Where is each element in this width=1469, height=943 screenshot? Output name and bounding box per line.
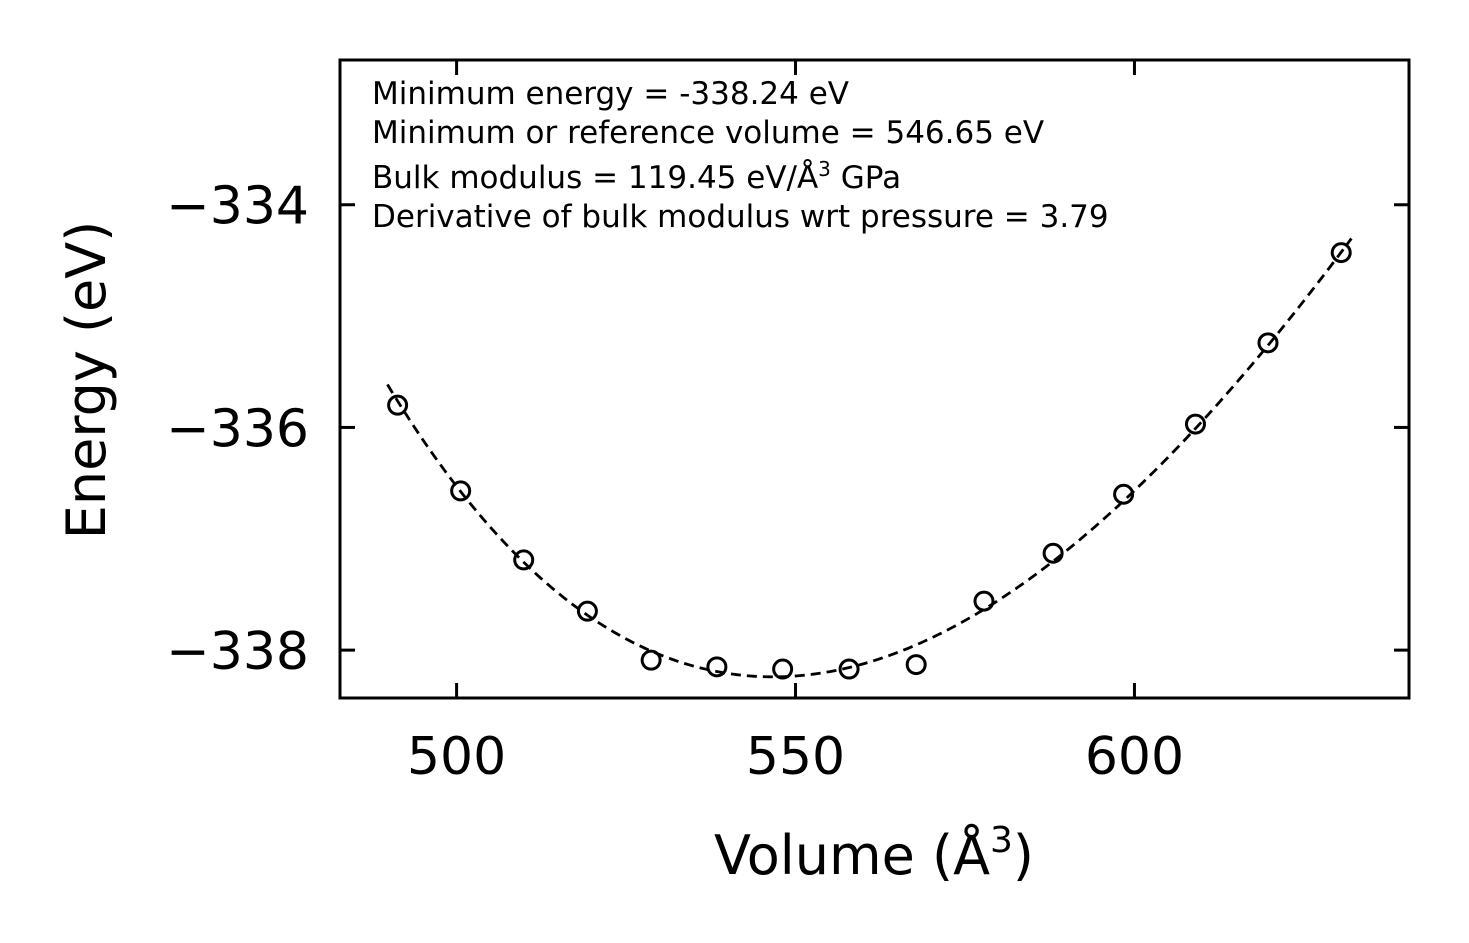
ticks-layer: 500 550 600 −334 −336 −338 (166, 60, 1409, 787)
x-tick-label-1: 550 (746, 727, 845, 787)
annotation-min-energy: Minimum energy = -338.24 eV (372, 76, 849, 112)
y-tick-label-0: −334 (166, 177, 309, 237)
data-point-5 (706, 656, 728, 678)
data-point-0 (387, 394, 409, 416)
data-point-3 (576, 600, 598, 622)
fit-curve-layer (386, 237, 1353, 679)
data-point-13 (1257, 332, 1279, 354)
data-point-9 (973, 590, 995, 612)
y-axis-label: Energy (eV) (55, 221, 118, 540)
x-axis-label: Volume (Å3) (714, 820, 1034, 887)
data-point-8 (905, 654, 927, 676)
data-points-layer (387, 242, 1352, 680)
data-point-14 (1330, 242, 1352, 264)
x-tick-label-2: 600 (1085, 727, 1184, 787)
y-tick-label-1: −336 (166, 399, 309, 459)
data-point-7 (838, 658, 860, 680)
annotation-bulk-modulus-derivative: Derivative of bulk modulus wrt pressure … (372, 199, 1109, 235)
data-point-1 (450, 480, 472, 502)
plot-frame (338, 58, 1411, 700)
annotation-min-volume: Minimum or reference volume = 546.65 eV (372, 115, 1044, 151)
data-point-12 (1184, 413, 1206, 435)
x-tick-label-0: 500 (407, 727, 506, 787)
data-point-10 (1042, 542, 1064, 564)
data-point-2 (513, 549, 535, 571)
fit-curve-line (386, 237, 1353, 679)
data-point-4 (640, 649, 662, 671)
fit-parameters-annotation: Minimum energy = -338.24 eV Minimum or r… (372, 76, 1109, 235)
data-point-6 (772, 658, 794, 680)
data-point-11 (1113, 483, 1135, 505)
y-tick-label-2: −338 (166, 622, 309, 682)
annotation-bulk-modulus: Bulk modulus = 119.45 eV/Å3 GPa (372, 157, 901, 196)
